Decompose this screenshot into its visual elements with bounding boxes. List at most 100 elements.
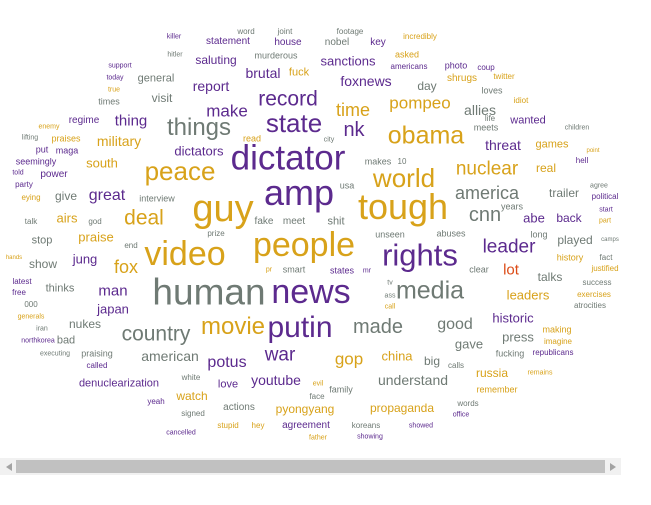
cloud-word: 000 <box>24 300 38 309</box>
cloud-word: man <box>98 282 128 300</box>
cloud-word: latest <box>12 277 32 286</box>
cloud-word: signed <box>181 409 205 418</box>
cloud-word: general <box>137 72 175 85</box>
cloud-word: wanted <box>510 114 546 127</box>
cloud-word: big <box>423 354 441 368</box>
cloud-word: things <box>166 114 232 141</box>
cloud-word: idiot <box>513 96 529 105</box>
cloud-word: regime <box>68 115 100 126</box>
cloud-word: saluting <box>195 53 237 67</box>
scroll-left-arrow-icon[interactable] <box>1 458 16 475</box>
cloud-word: end <box>124 241 138 250</box>
cloud-word: stupid <box>217 421 239 430</box>
cloud-word: smart <box>282 264 306 275</box>
cloud-word: tv <box>387 279 393 287</box>
horizontal-scrollbar[interactable] <box>0 458 621 475</box>
cloud-word: guy <box>192 188 254 230</box>
cloud-word: pompeo <box>389 93 451 113</box>
cloud-word: leaders <box>506 287 550 303</box>
cloud-word: putin <box>267 311 333 344</box>
cloud-word: historic <box>492 310 534 326</box>
cloud-word: part <box>598 217 612 225</box>
scrollbar-thumb[interactable] <box>16 460 605 473</box>
cloud-word: calls <box>447 361 465 370</box>
cloud-word: sanctions <box>320 53 376 69</box>
cloud-word: generals <box>17 313 45 321</box>
cloud-word: peace <box>144 156 216 186</box>
cloud-word: show <box>28 257 58 271</box>
cloud-word: jung <box>72 251 98 267</box>
cloud-word: making <box>542 324 572 335</box>
cloud-word: white <box>181 373 201 382</box>
cloud-word: loves <box>481 85 503 96</box>
cloud-word: true <box>107 86 121 94</box>
cloud-word: killer <box>166 33 182 41</box>
cloud-word: 10 <box>397 157 407 166</box>
cloud-word: allies <box>464 102 496 118</box>
cloud-word: airs <box>56 210 78 226</box>
cloud-word: nk <box>343 119 365 141</box>
cloud-word: threat <box>485 137 521 153</box>
cloud-word: usa <box>339 180 355 191</box>
cloud-word: makes <box>364 156 392 167</box>
cloud-word: american <box>141 348 199 364</box>
cloud-word: father <box>309 434 327 442</box>
cloud-word: fuck <box>288 66 310 79</box>
cloud-word: house <box>274 37 302 48</box>
cloud-word: human <box>152 271 266 313</box>
cloud-word: joint <box>277 27 293 36</box>
cloud-word: clear <box>469 264 489 275</box>
cloud-word: good <box>437 316 473 333</box>
cloud-word: murderous <box>254 50 298 61</box>
cloud-word: americans <box>390 62 428 71</box>
cloud-word: power <box>40 169 68 180</box>
cloud-word: shit <box>327 215 345 228</box>
cloud-word: great <box>88 187 126 204</box>
cloud-word: twitter <box>493 72 515 81</box>
cloud-word: state <box>265 108 323 138</box>
cloud-word: talk <box>24 217 38 226</box>
cloud-word: called <box>86 361 108 370</box>
cloud-word: coup <box>477 63 495 72</box>
cloud-word: japan <box>97 301 129 317</box>
cloud-word: evil <box>312 380 324 388</box>
cloud-word: children <box>564 124 590 132</box>
cloud-word: foxnews <box>340 73 392 89</box>
cloud-word: fucking <box>495 348 525 359</box>
cloud-word: hitler <box>167 51 183 59</box>
cloud-word: thinks <box>45 282 75 295</box>
cloud-word: pr <box>265 266 273 274</box>
cloud-word: lot <box>503 261 519 279</box>
cloud-word: office <box>452 411 470 419</box>
cloud-word: times <box>98 96 120 107</box>
cloud-word: showed <box>408 422 434 430</box>
cloud-word: stop <box>31 234 53 247</box>
cloud-word: showing <box>357 433 383 441</box>
cloud-word: thing <box>114 112 148 130</box>
cloud-word: yeah <box>147 397 165 406</box>
cloud-word: back <box>556 211 582 225</box>
cloud-word: video <box>144 235 226 273</box>
cloud-word: remember <box>476 384 518 395</box>
cloud-word: unseen <box>375 229 405 240</box>
cloud-word: states <box>329 265 355 276</box>
cloud-word: seemingly <box>15 156 57 167</box>
cloud-word: china <box>381 348 413 364</box>
cloud-word: rights <box>382 237 458 273</box>
scroll-right-arrow-icon[interactable] <box>605 458 620 475</box>
cloud-word: meets <box>473 122 499 133</box>
cloud-word: pyongyang <box>275 402 335 416</box>
cloud-word: photo <box>444 60 468 71</box>
cloud-word: free <box>12 288 26 297</box>
cloud-word: imagine <box>543 337 573 346</box>
cloud-word: history <box>556 252 584 263</box>
cloud-word: make <box>206 101 248 121</box>
cloud-word: nobel <box>324 37 350 48</box>
cloud-word: bad <box>56 334 76 347</box>
cloud-word: praise <box>78 229 114 245</box>
cloud-word: praising <box>81 348 113 359</box>
cloud-word: fox <box>113 257 139 277</box>
cloud-word: media <box>395 276 465 305</box>
cloud-word: today <box>106 74 124 82</box>
cloud-word: visit <box>151 91 173 105</box>
